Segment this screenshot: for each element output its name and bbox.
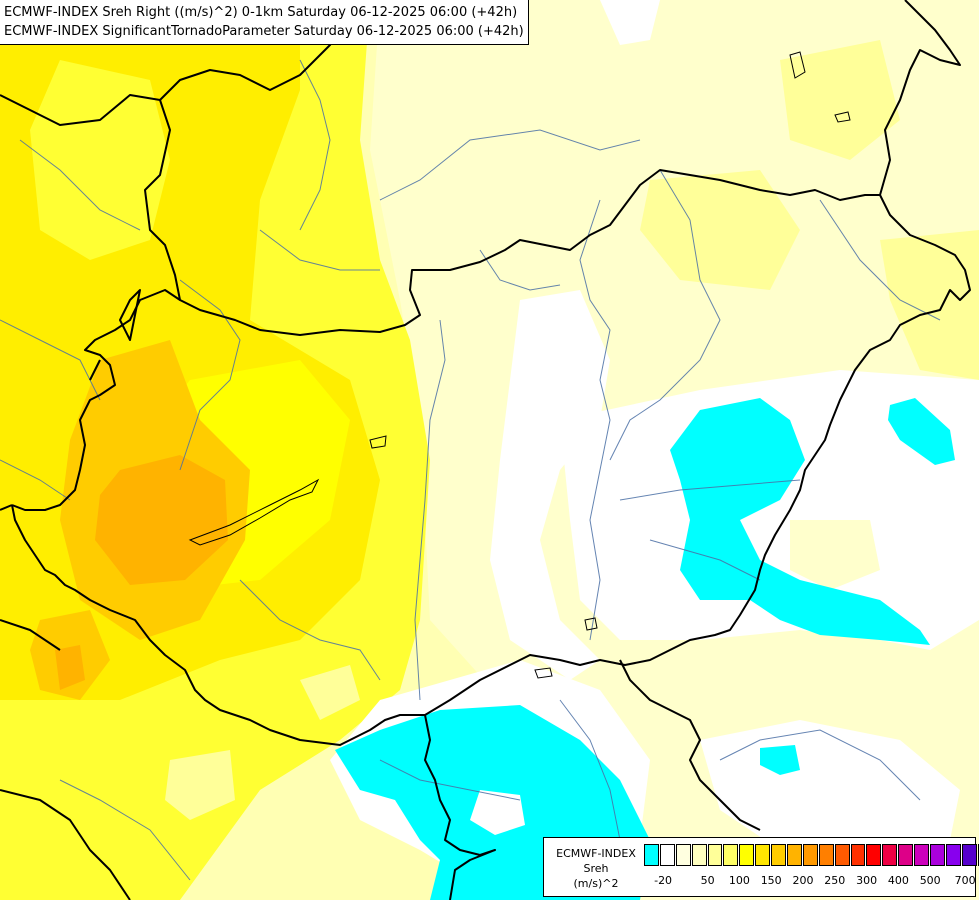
light-patch-e [880, 230, 979, 380]
legend-label-variable: Sreh [583, 862, 609, 875]
legend-swatch [818, 844, 834, 866]
lake-balaton [188, 478, 320, 546]
legend-swatch [771, 844, 787, 866]
legend-tick-label: 100 [728, 874, 750, 887]
cyan-region-far-east [888, 398, 955, 465]
light-patch-ne1 [640, 170, 800, 290]
legend-label-model: ECMWF-INDEX [556, 847, 636, 860]
legend-tick-label: 250 [824, 874, 846, 887]
white-hole-south [470, 790, 525, 835]
lakes [188, 51, 851, 679]
light-patch-ne2 [780, 40, 900, 160]
legend-swatch [882, 844, 898, 866]
map-title-box: ECMWF-INDEX Sreh Right ((m/s)^2) 0-1km S… [0, 0, 529, 45]
legend-tick-label: 300 [856, 874, 878, 887]
legend-swatch [644, 844, 659, 866]
color-legend: ECMWF-INDEX Sreh (m/s)^2 -20 50 100 150 200 2… [543, 837, 979, 897]
map-title-line-1: ECMWF-INDEX Sreh Right ((m/s)^2) 0-1km S… [4, 5, 518, 20]
legend-swatch [723, 844, 739, 866]
legend-swatch [961, 844, 977, 866]
legend-tick-labels: -20 50 100 150 200 250 300 400 500 700 [644, 874, 976, 890]
legend-swatch [866, 844, 882, 866]
legend-swatch [930, 844, 945, 866]
legend-tick-label: 500 [919, 874, 941, 887]
legend-label-unit: (m/s)^2 [573, 877, 619, 890]
light-pocket-sw [165, 750, 235, 820]
legend-swatch [675, 844, 691, 866]
legend-swatch [914, 844, 930, 866]
legend-swatch [691, 844, 707, 866]
pale-pocket-east [790, 520, 880, 590]
legend-tick-label: 200 [792, 874, 814, 887]
white-region-east [560, 370, 979, 650]
legend-tick-label: 50 [700, 874, 715, 887]
river-network [0, 59, 941, 881]
map-title-line-2: ECMWF-INDEX SignificantTornadoParameter … [4, 24, 524, 39]
legend-tick-label: 150 [760, 874, 782, 887]
legend-label: ECMWF-INDEX Sreh (m/s)^2 [548, 846, 644, 891]
cyan-region-se [760, 745, 800, 775]
legend-swatch [707, 844, 723, 866]
legend-swatch [977, 844, 979, 866]
dark-orange-patch-south [55, 645, 85, 690]
legend-tick-label: 700 [954, 874, 976, 887]
legend-swatch [787, 844, 802, 866]
yellow-patch-north [30, 60, 170, 260]
white-region-top [600, 0, 660, 45]
legend-swatch [850, 844, 866, 866]
legend-color-bar [644, 844, 979, 866]
legend-swatch [659, 844, 675, 866]
legend-swatch [898, 844, 914, 866]
dark-orange-region [95, 455, 228, 585]
legend-tick-label: 400 [887, 874, 909, 887]
cyan-region-east [670, 398, 930, 645]
legend-swatch [834, 844, 850, 866]
legend-tick-label: -20 [654, 874, 673, 887]
legend-swatch [945, 844, 961, 866]
legend-swatch [755, 844, 771, 866]
legend-swatch [739, 844, 755, 866]
white-region-central [490, 290, 610, 680]
legend-swatch [802, 844, 818, 866]
light-pocket-s [300, 665, 360, 720]
